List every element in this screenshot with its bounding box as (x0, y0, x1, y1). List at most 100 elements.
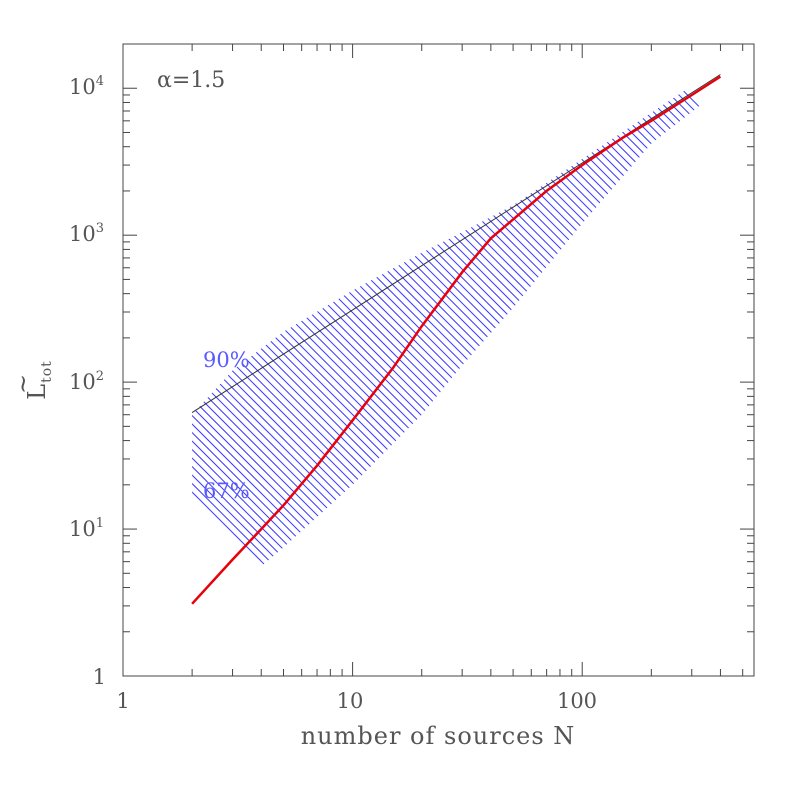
band-hatch-line (337, 66, 721, 629)
band-hatch-line (277, 66, 721, 629)
x-tick-label-100: 100 (557, 689, 597, 713)
band-hatch-line (456, 66, 721, 629)
band-hatch-line (192, 66, 721, 629)
band-hatch-line (532, 66, 721, 629)
band-hatch-line (379, 66, 721, 629)
band-hatch-line (269, 66, 721, 629)
y-axis-label: Ltot ~ (9, 360, 55, 400)
band-hatch-line (422, 66, 721, 629)
band-hatch-line (192, 66, 594, 629)
band-hatch-line (192, 66, 721, 629)
svg-text:~: ~ (9, 373, 37, 394)
band-hatch-line (252, 66, 721, 629)
band-hatch-line (473, 66, 721, 629)
band-hatch-line (192, 66, 721, 629)
band-hatch-line (192, 66, 721, 629)
band-hatch-line (243, 66, 721, 629)
band-hatch-line (192, 66, 628, 629)
band-hatch-line (192, 66, 721, 629)
band-hatch-line (192, 66, 721, 629)
band-hatch-line (192, 66, 586, 629)
band-hatch-line (192, 66, 721, 629)
band-hatch-line (439, 66, 721, 629)
band-hatch-line (575, 66, 721, 629)
band-hatch-line (405, 66, 721, 629)
band-hatch-line (192, 66, 509, 629)
band-hatch-line (192, 66, 535, 629)
median-curve (191, 75, 722, 605)
band-hatch-line (192, 66, 721, 629)
band-hatch-line (371, 66, 721, 629)
band-hatch-line (192, 66, 611, 629)
band-hatch-line (396, 66, 721, 629)
band-hatch-line (447, 66, 721, 629)
band-hatch-line (192, 66, 721, 629)
band-hatch-line (192, 66, 637, 629)
band-hatch-line (192, 66, 662, 629)
band-hatch-line (481, 66, 721, 629)
band-hatch-line (192, 66, 721, 629)
band-hatch-line (192, 66, 721, 629)
band-hatch-line (209, 66, 721, 629)
band-hatch-line (362, 66, 721, 629)
band-hatch-line (192, 66, 721, 629)
band-hatch-line (192, 66, 721, 629)
band-hatch-line (192, 66, 713, 629)
reference-line (191, 74, 721, 414)
band-hatch-line (192, 66, 560, 629)
x-tick-label-1: 1 (116, 689, 129, 713)
band-hatch-line (192, 66, 721, 629)
band-hatch-line (192, 66, 501, 629)
band-hatch-line (192, 66, 603, 629)
band-hatch-line (192, 66, 543, 629)
band-hatch-line (192, 66, 679, 629)
band-hatch-line (558, 66, 721, 629)
band-hatch-line (192, 66, 654, 629)
band-hatch-line (192, 66, 721, 629)
band-hatch-line (201, 66, 721, 629)
band-hatch-line (388, 66, 721, 629)
band-hatch-line (311, 66, 721, 629)
y-tick-label-10e1: 101 (69, 516, 104, 541)
band-hatch-line (192, 66, 721, 629)
y-tick-label-10e4: 104 (69, 74, 104, 99)
y-tick-label-1: 1 (93, 665, 106, 689)
x-axis-label: number of sources N (301, 722, 576, 750)
band-hatch-line (218, 66, 721, 629)
band-hatch-line (192, 66, 721, 629)
band-hatch-line (192, 66, 518, 629)
band-hatch-line (192, 66, 696, 629)
band-hatch-line (192, 66, 688, 629)
band-hatch-line (524, 66, 721, 629)
band-hatch-line (192, 66, 721, 629)
band-hatch-line (498, 66, 721, 629)
band-hatch-line (413, 66, 721, 629)
band-hatch-line (192, 66, 721, 629)
band-hatch-line (515, 66, 721, 629)
band-hatch-line (226, 66, 721, 629)
band-hatch-line (192, 66, 577, 629)
svg-text:Ltot: Ltot (23, 360, 55, 400)
band-hatch-line (192, 66, 645, 629)
band-hatch-line (286, 66, 721, 629)
band-label-67: 67% (203, 479, 250, 503)
band-hatch-line (328, 66, 721, 629)
band-hatch-line (507, 66, 721, 629)
band-hatch-line (192, 66, 721, 629)
band-hatch-line (192, 66, 721, 629)
band-hatch-line (192, 66, 552, 629)
plot-frame (122, 43, 755, 677)
band-hatch-line (192, 66, 721, 629)
band-hatch-line (192, 66, 721, 629)
band-hatch-line (549, 66, 721, 629)
band-hatch-line (303, 66, 721, 629)
band-hatch-line (583, 66, 721, 629)
band-label-90: 90% (203, 348, 250, 372)
alpha-annotation: α=1.5 (157, 68, 225, 93)
band-hatch-line (192, 66, 721, 629)
band-hatch-line (592, 66, 721, 629)
band-hatch-line (192, 66, 671, 629)
